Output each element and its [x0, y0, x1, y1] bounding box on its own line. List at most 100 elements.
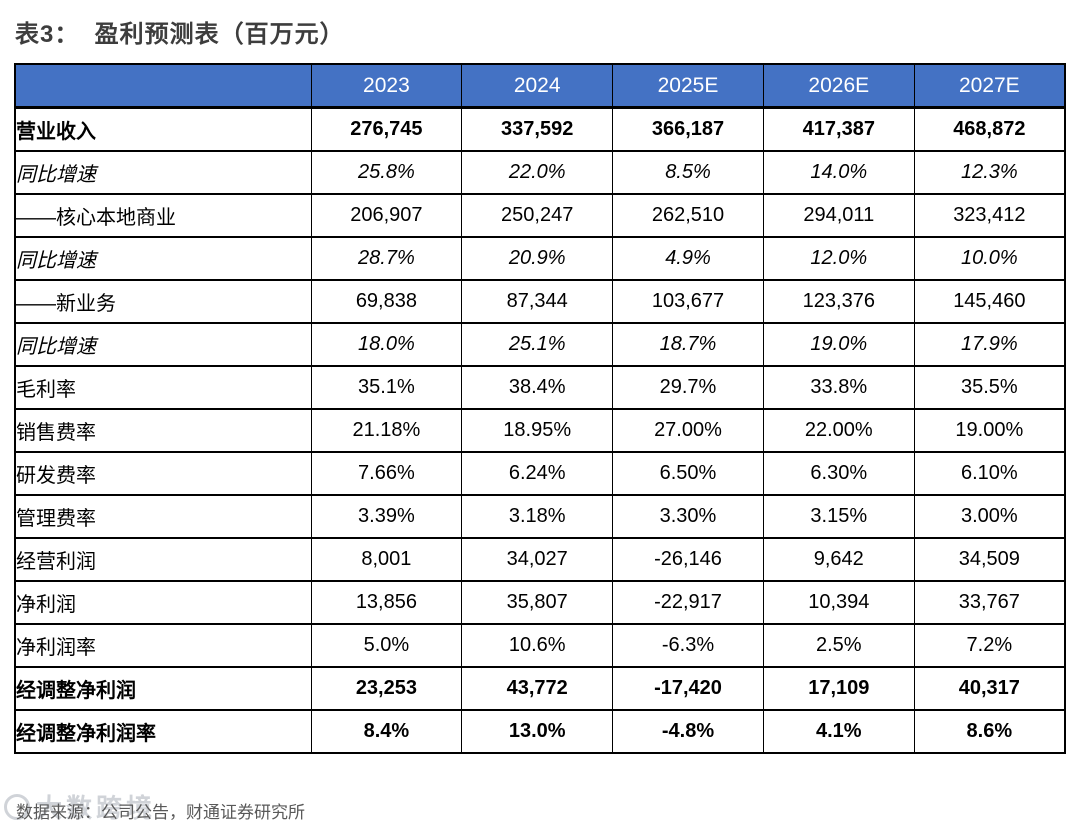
- cell-value: 18.7%: [612, 322, 764, 367]
- cell-value: 28.7%: [310, 236, 463, 281]
- cell-value: 34,027: [461, 537, 614, 582]
- cell-value: 33.8%: [762, 365, 915, 410]
- cell-value: 25.8%: [310, 150, 463, 195]
- cell-value: 206,907: [310, 193, 463, 238]
- row-label: 研发费率: [14, 451, 312, 496]
- table-header-row: 2023 2024 2025E 2026E 2027E: [14, 63, 1066, 109]
- watermark: 大数跨境: [4, 788, 156, 825]
- table-row: ——新业务 69,838 87,344 103,677 123,376 145,460: [14, 279, 1066, 324]
- cell-value: 3.18%: [461, 494, 614, 539]
- cell-value: 250,247: [461, 193, 614, 238]
- cell-value: 18.95%: [461, 408, 614, 453]
- cell-value: 35,807: [461, 580, 614, 625]
- cell-value: 17,109: [762, 666, 915, 711]
- cell-value: 17.9%: [913, 322, 1066, 367]
- cell-value: 7.2%: [913, 623, 1066, 668]
- row-label: 经调整净利润率: [14, 709, 312, 754]
- row-label: 净利润: [14, 580, 312, 625]
- cell-value: 22.00%: [762, 408, 915, 453]
- table-row: 研发费率 7.66% 6.24% 6.50% 6.30% 6.10%: [14, 451, 1066, 496]
- row-label: 销售费率: [14, 408, 312, 453]
- cell-value: 69,838: [310, 279, 463, 324]
- cell-value: 276,745: [310, 106, 463, 152]
- table-row: 经调整净利润率 8.4% 13.0% -4.8% 4.1% 8.6%: [14, 709, 1066, 754]
- table-row: 同比增速 18.0% 25.1% 18.7% 19.0% 17.9%: [14, 322, 1066, 367]
- row-label: 管理费率: [14, 494, 312, 539]
- cell-value: 4.9%: [612, 236, 764, 281]
- profit-forecast-table: 2023 2024 2025E 2026E 2027E 营业收入 276,745 337,5…: [14, 63, 1066, 754]
- cell-value: -4.8%: [612, 709, 764, 754]
- cell-value: 7.66%: [310, 451, 463, 496]
- row-label: 经调整净利润: [14, 666, 312, 711]
- cell-value: 87,344: [461, 279, 614, 324]
- cell-value: 19.00%: [913, 408, 1066, 453]
- cell-value: 2.5%: [762, 623, 915, 668]
- header-cell-empty: [14, 63, 312, 109]
- cell-value: 12.0%: [762, 236, 915, 281]
- header-cell-year: 2026E: [762, 63, 915, 109]
- cell-value: 8.5%: [612, 150, 764, 195]
- cell-value: 262,510: [612, 193, 764, 238]
- cell-value: 25.1%: [461, 322, 614, 367]
- watermark-text: 大数跨境: [36, 793, 157, 823]
- row-label: 毛利率: [14, 365, 312, 410]
- cell-value: 13.0%: [461, 709, 614, 754]
- cell-value: 10.6%: [461, 623, 614, 668]
- row-label: 经营利润: [14, 537, 312, 582]
- cell-value: 4.1%: [762, 709, 915, 754]
- header-cell-year: 2027E: [913, 63, 1066, 109]
- cell-value: 27.00%: [612, 408, 764, 453]
- page-title: 表3： 盈利预测表（百万元）: [15, 21, 345, 48]
- cell-value: 29.7%: [612, 365, 764, 410]
- cell-value: 337,592: [461, 106, 614, 152]
- cell-value: 145,460: [913, 279, 1066, 324]
- cell-value: 3.30%: [612, 494, 764, 539]
- table-row: 管理费率 3.39% 3.18% 3.30% 3.15% 3.00%: [14, 494, 1066, 539]
- header-cell-year: 2024: [461, 63, 614, 109]
- table-row: 净利润率 5.0% 10.6% -6.3% 2.5% 7.2%: [14, 623, 1066, 668]
- cell-value: 18.0%: [310, 322, 463, 367]
- cell-value: 33,767: [913, 580, 1066, 625]
- cell-value: 366,187: [612, 106, 764, 152]
- cell-value: 103,677: [612, 279, 764, 324]
- cell-value: 8.4%: [310, 709, 463, 754]
- cell-value: -6.3%: [612, 623, 764, 668]
- row-label: ——核心本地商业: [14, 193, 312, 238]
- cell-value: 35.5%: [913, 365, 1066, 410]
- cell-value: 8,001: [310, 537, 463, 582]
- cell-value: -26,146: [612, 537, 764, 582]
- cell-value: 13,856: [310, 580, 463, 625]
- cell-value: 5.0%: [310, 623, 463, 668]
- table-row: 经调整净利润 23,253 43,772 -17,420 17,109 40,317: [14, 666, 1066, 711]
- cell-value: 10,394: [762, 580, 915, 625]
- watermark-logo-icon: [4, 793, 30, 820]
- cell-value: 21.18%: [310, 408, 463, 453]
- cell-value: 14.0%: [762, 150, 915, 195]
- table-row: 同比增速 25.8% 22.0% 8.5% 14.0% 12.3%: [14, 150, 1066, 195]
- cell-value: 123,376: [762, 279, 915, 324]
- cell-value: 43,772: [461, 666, 614, 711]
- cell-value: 3.15%: [762, 494, 915, 539]
- cell-value: 22.0%: [461, 150, 614, 195]
- table-row: 经营利润 8,001 34,027 -26,146 9,642 34,509: [14, 537, 1066, 582]
- table-row: 营业收入 276,745 337,592 366,187 417,387 468,872: [14, 106, 1066, 152]
- table-row: 毛利率 35.1% 38.4% 29.7% 33.8% 35.5%: [14, 365, 1066, 410]
- cell-value: 19.0%: [762, 322, 915, 367]
- cell-value: 8.6%: [913, 709, 1066, 754]
- table-row: 净利润 13,856 35,807 -22,917 10,394 33,767: [14, 580, 1066, 625]
- cell-value: 9,642: [762, 537, 915, 582]
- header-cell-year: 2023: [310, 63, 463, 109]
- cell-value: 20.9%: [461, 236, 614, 281]
- row-label: 同比增速: [14, 322, 312, 367]
- cell-value: 6.24%: [461, 451, 614, 496]
- cell-value: 10.0%: [913, 236, 1066, 281]
- cell-value: 38.4%: [461, 365, 614, 410]
- cell-value: 6.10%: [913, 451, 1066, 496]
- cell-value: 3.00%: [913, 494, 1066, 539]
- cell-value: 34,509: [913, 537, 1066, 582]
- cell-value: 35.1%: [310, 365, 463, 410]
- cell-value: 417,387: [762, 106, 915, 152]
- cell-value: -22,917: [612, 580, 764, 625]
- cell-value: 40,317: [913, 666, 1066, 711]
